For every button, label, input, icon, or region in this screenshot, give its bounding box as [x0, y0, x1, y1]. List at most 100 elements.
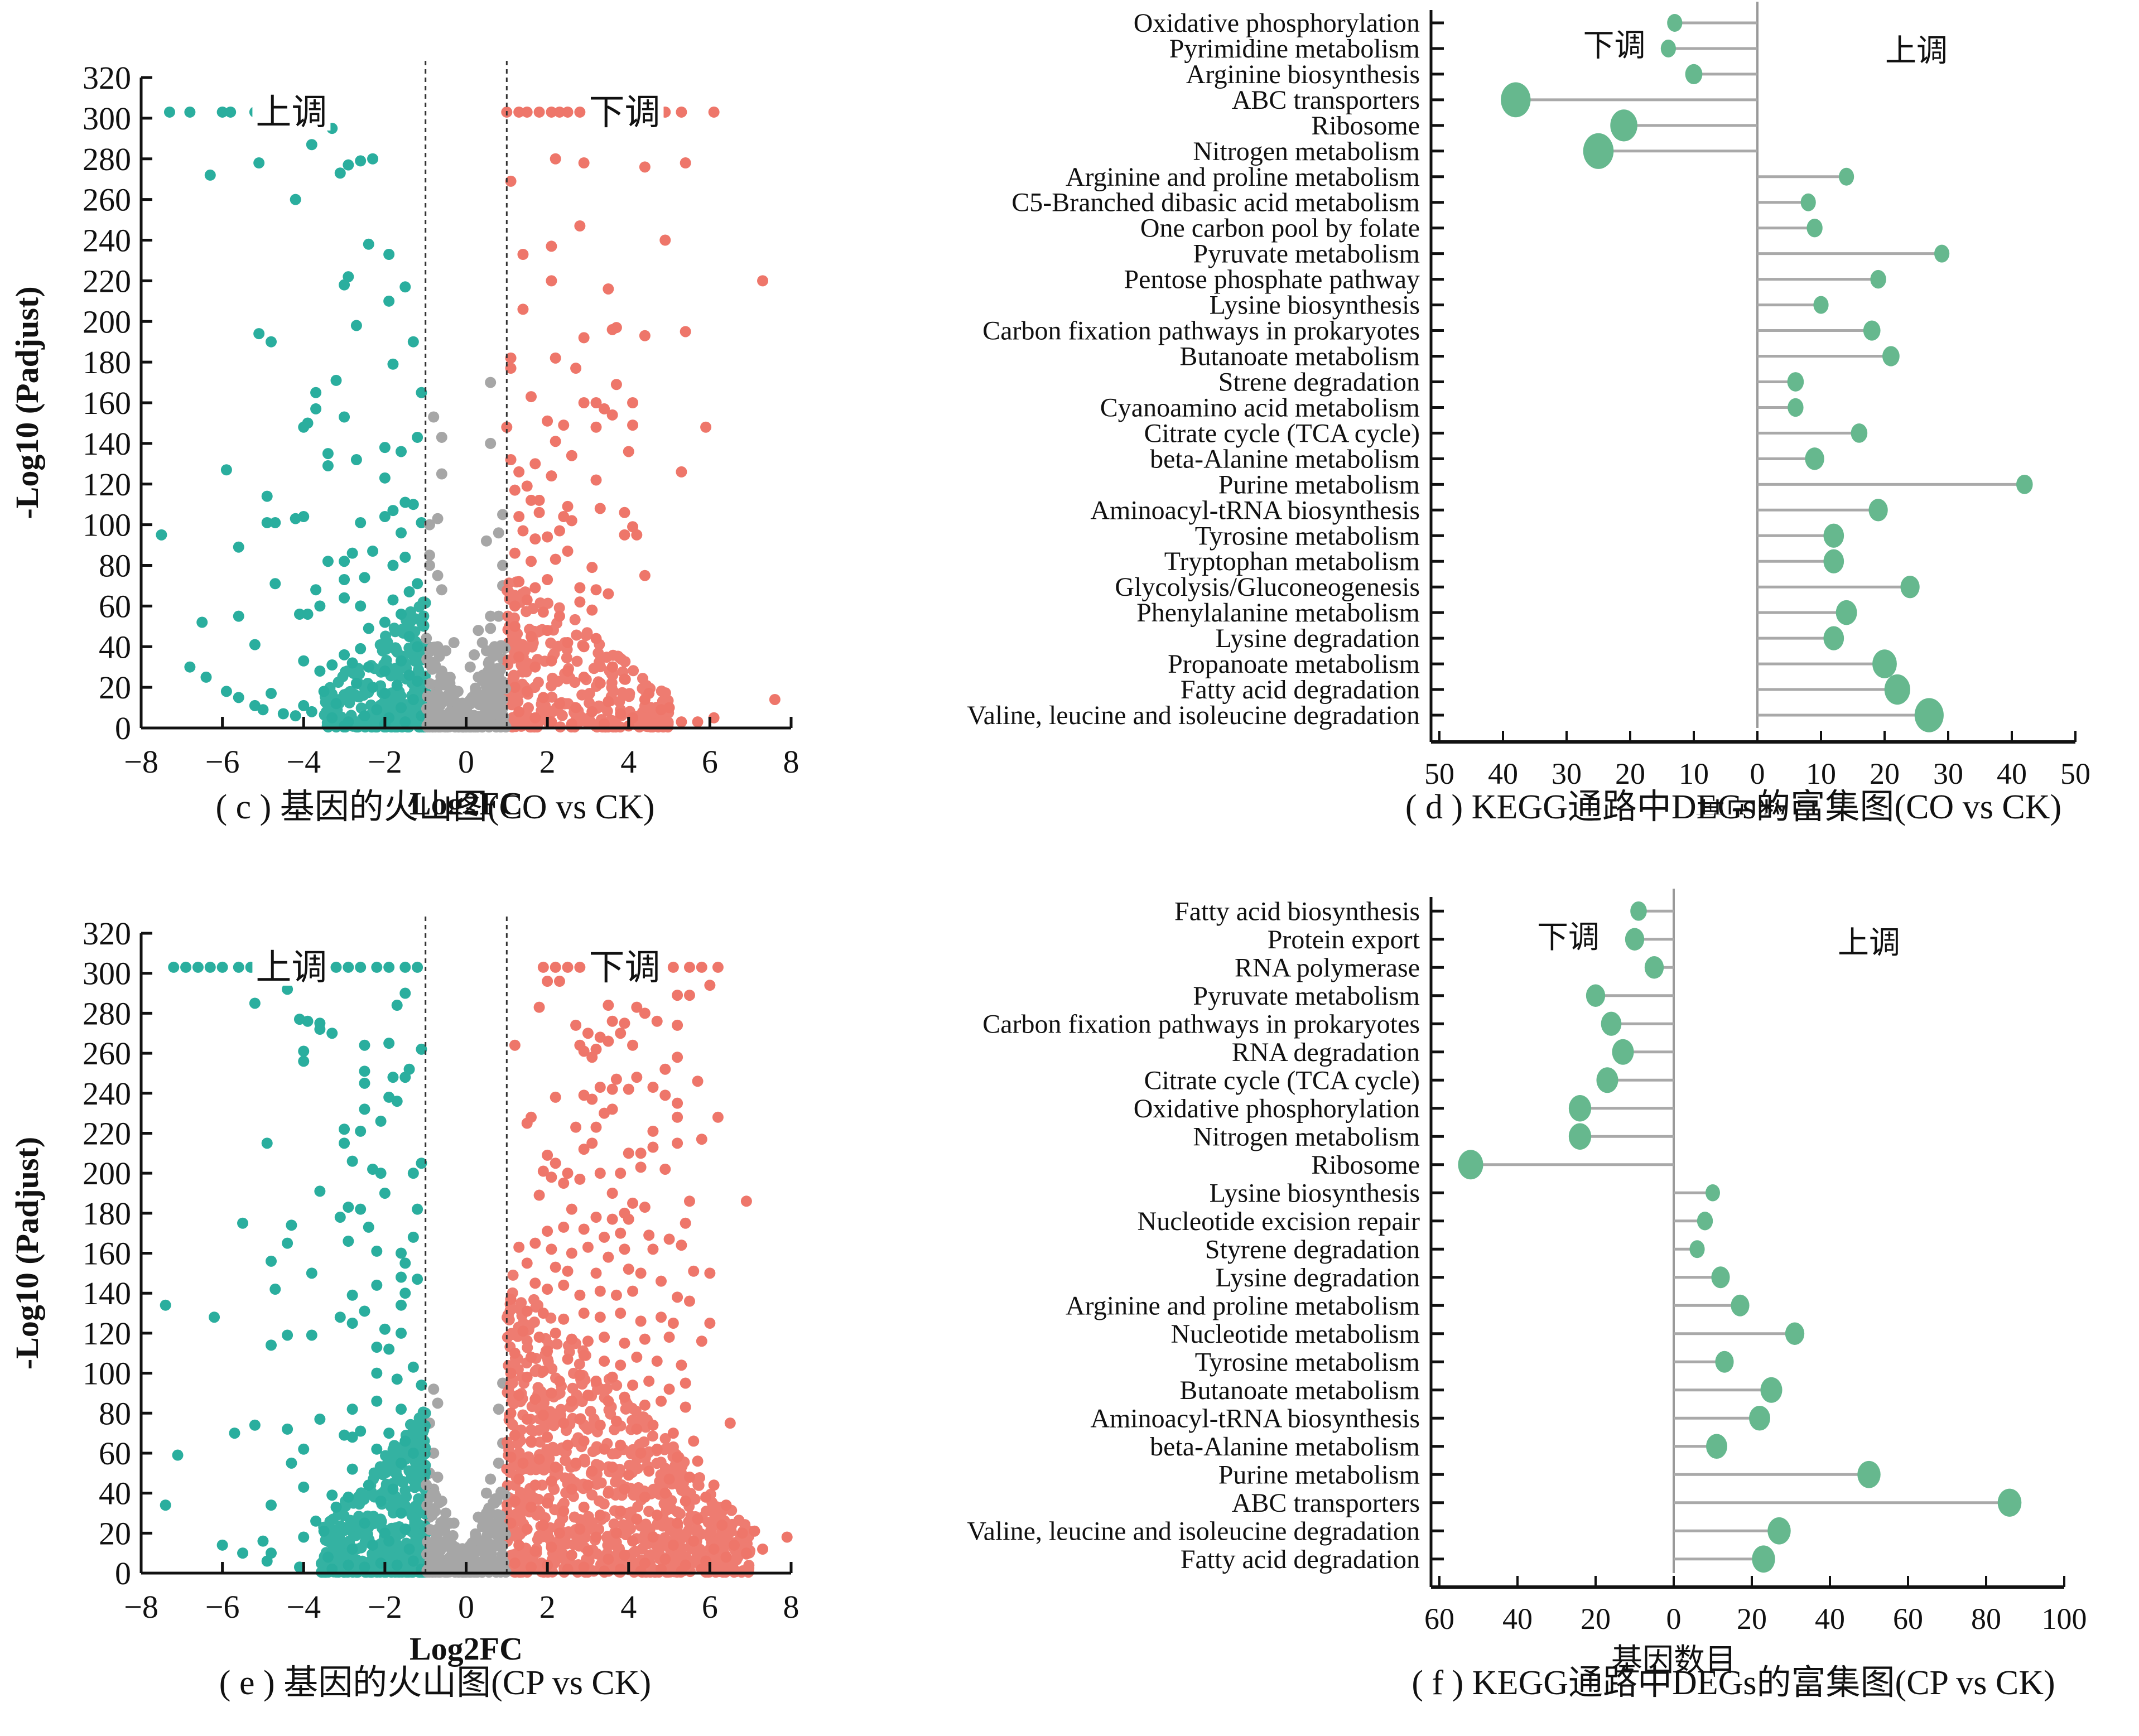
data-point: [355, 1542, 367, 1554]
data-point: [613, 1556, 625, 1568]
data-point: [688, 1435, 700, 1447]
data-point: [521, 1117, 533, 1129]
data-point: [293, 608, 305, 620]
data-point: [396, 1247, 407, 1259]
data-point: [639, 685, 651, 697]
data-point: [483, 1526, 495, 1538]
data-point: [310, 403, 322, 414]
data-point: [557, 1548, 569, 1560]
data-point: [423, 519, 435, 531]
data-point: [430, 644, 442, 656]
data-point: [403, 1063, 415, 1075]
data-point: [672, 1111, 683, 1123]
data-point: [567, 1382, 579, 1394]
data-point: [503, 1414, 515, 1426]
data-point: [546, 240, 557, 252]
data-point: [386, 1542, 398, 1554]
y-tick-label: 200: [83, 303, 131, 340]
data-point: [525, 1414, 537, 1425]
data-point: [603, 1373, 615, 1385]
lollipop-dot: [1501, 82, 1531, 118]
data-point: [383, 1038, 395, 1049]
data-point: [400, 1453, 412, 1465]
data-point: [404, 1559, 416, 1570]
category-label: Lysine degradation: [1215, 624, 1420, 653]
data-point: [539, 655, 551, 667]
data-point: [590, 1444, 602, 1455]
data-point: [277, 708, 289, 720]
data-point: [542, 1356, 554, 1368]
data-point: [562, 1265, 574, 1277]
data-point: [333, 698, 345, 710]
data-point: [525, 1424, 537, 1436]
data-point: [663, 1332, 675, 1343]
lollipop-dot: [1601, 1011, 1622, 1036]
data-point: [410, 679, 422, 691]
data-point: [491, 1495, 503, 1507]
data-point: [628, 665, 639, 677]
data-point: [579, 1542, 590, 1554]
caption-e: ( e ) 基因的火山图(CP vs CK): [219, 1664, 652, 1702]
data-point: [692, 1076, 704, 1087]
data-point: [528, 1294, 539, 1305]
data-points: [160, 961, 793, 1578]
category-label: Nucleotide metabolism: [1170, 1319, 1420, 1349]
data-point: [596, 1513, 608, 1525]
data-point: [480, 1487, 492, 1499]
data-point: [396, 1404, 407, 1415]
data-point: [346, 1155, 358, 1167]
category-label: Fatty acid degradation: [1181, 1545, 1420, 1574]
x-tick-label: 6: [702, 744, 718, 780]
data-point: [388, 1495, 399, 1507]
data-point: [615, 1359, 627, 1371]
data-point: [568, 707, 580, 718]
data-point: [575, 1374, 587, 1386]
data-point: [371, 1341, 383, 1353]
category-label: Nitrogen metabolism: [1193, 1122, 1420, 1151]
data-point: [357, 1489, 369, 1501]
data-point: [286, 1457, 297, 1469]
data-point: [480, 705, 492, 716]
data-point: [346, 1463, 358, 1475]
data-point: [412, 961, 423, 973]
y-tick-label: 320: [83, 60, 131, 96]
data-point: [568, 1367, 580, 1379]
data-point: [485, 623, 497, 634]
data-point: [639, 1399, 651, 1411]
data-point: [376, 1498, 388, 1510]
data-point: [359, 1039, 370, 1051]
data-point: [561, 652, 572, 664]
data-point: [495, 1510, 507, 1522]
data-point: [672, 1097, 683, 1109]
data-point: [578, 1144, 590, 1155]
data-point: [339, 1123, 350, 1135]
data-point: [598, 1498, 610, 1510]
data-point: [209, 1311, 220, 1323]
data-point: [363, 1512, 374, 1523]
data-point: [380, 1478, 392, 1490]
category-label: Lysine biosynthesis: [1210, 291, 1420, 320]
lollipop-dot: [1806, 218, 1823, 238]
data-point: [355, 600, 367, 612]
data-point: [396, 446, 407, 457]
data-point: [639, 1202, 651, 1213]
data-point: [363, 1221, 374, 1233]
data-point: [367, 545, 379, 557]
data-point: [570, 1338, 581, 1349]
data-point: [672, 990, 683, 1001]
data-point: [599, 1356, 610, 1367]
data-point: [594, 639, 605, 650]
lollipop-dot: [1900, 575, 1920, 599]
data-point: [546, 470, 557, 482]
data-point: [603, 283, 614, 295]
data-point: [586, 562, 598, 573]
data-point: [421, 1549, 432, 1560]
data-point: [233, 692, 244, 703]
data-point: [584, 688, 595, 700]
data-point: [572, 1432, 584, 1444]
data-point: [590, 397, 602, 408]
data-point: [706, 1497, 718, 1508]
data-point: [540, 1333, 552, 1344]
data-point: [533, 1189, 545, 1201]
data-point: [269, 517, 281, 528]
